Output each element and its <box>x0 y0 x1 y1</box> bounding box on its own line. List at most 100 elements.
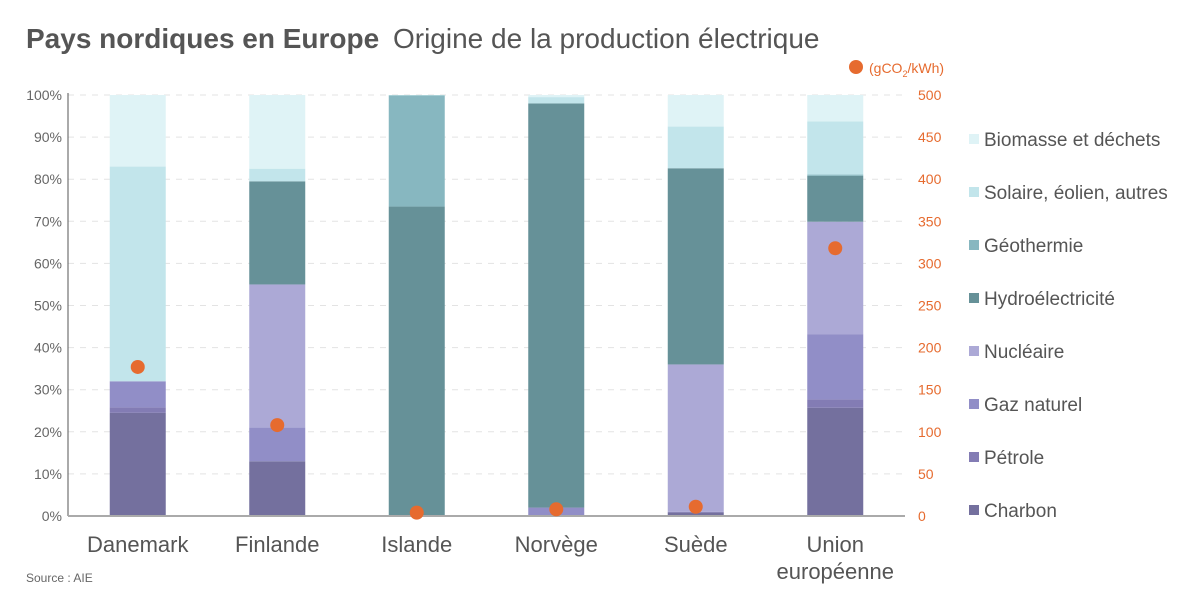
y2-axis-label: (gCO2/kWh) <box>869 60 944 79</box>
y2-tick-label: 0 <box>918 508 926 524</box>
y-tick-label: 70% <box>34 213 62 229</box>
y2-tick-label: 50 <box>918 466 934 482</box>
bar-segment <box>807 95 863 122</box>
bar-segment <box>249 428 305 462</box>
legend-swatch <box>969 346 979 356</box>
bar-segment <box>249 169 305 182</box>
bar-stack <box>807 95 863 516</box>
y-tick-label: 80% <box>34 171 62 187</box>
bar-segment <box>389 95 445 206</box>
x-tick-label: Norvège <box>515 532 598 557</box>
y-tick-label: 50% <box>34 298 62 314</box>
y2-tick-label: 100 <box>918 424 942 440</box>
legend-item: Gaz naturel <box>969 395 1082 416</box>
legend-item: Géothermie <box>969 236 1083 257</box>
legend-swatch <box>969 505 979 515</box>
bar-segment <box>110 167 166 382</box>
legend-swatch <box>969 399 979 409</box>
bar-segment <box>807 222 863 334</box>
legend-label: Charbon <box>984 501 1057 522</box>
y-tick-label: 60% <box>34 255 62 271</box>
bar-segment <box>249 181 305 284</box>
legend-label: Hydroélectricité <box>984 289 1115 310</box>
y2-tick-label: 150 <box>918 382 942 398</box>
chart-title-rest: Origine de la production électrique <box>393 23 819 54</box>
legend-item: Charbon <box>969 501 1057 522</box>
co2-point <box>689 500 703 514</box>
bar-segment <box>807 175 863 176</box>
bar-segment <box>389 207 445 516</box>
bar-segment <box>807 176 863 222</box>
chart-title: Pays nordiques en Europe Origine de la p… <box>26 23 819 54</box>
bar-segment <box>807 399 863 407</box>
co2-legend-marker <box>849 60 863 74</box>
legend-label: Géothermie <box>984 236 1083 257</box>
co2-point <box>270 418 284 432</box>
x-tick-label: Finlande <box>235 532 319 557</box>
bar-segment <box>110 381 166 407</box>
y2-tick-label: 500 <box>918 87 942 103</box>
legend-label: Pétrole <box>984 448 1044 469</box>
legend-item: Solaire, éolien, autres <box>969 183 1168 204</box>
bar-stack <box>668 95 724 516</box>
co2-point <box>131 360 145 374</box>
source-note: Source : AIE <box>26 571 93 585</box>
legend-swatch <box>969 187 979 197</box>
bar-segment <box>110 407 166 412</box>
legend-item: Biomasse et déchets <box>969 130 1160 151</box>
bar-segment <box>249 284 305 427</box>
x-tick-label: européenne <box>777 559 894 584</box>
bar-segment <box>528 97 584 103</box>
bar-segment <box>807 408 863 516</box>
y-tick-label: 10% <box>34 466 62 482</box>
x-tick-label: Union <box>807 532 864 557</box>
bar-segment <box>110 413 166 516</box>
y-tick-label: 90% <box>34 129 62 145</box>
legend-swatch <box>969 293 979 303</box>
bar-segment <box>249 95 305 169</box>
legend-swatch <box>969 240 979 250</box>
bar-segment <box>249 461 305 516</box>
legend-label: Biomasse et déchets <box>984 130 1160 151</box>
y2-tick-label: 300 <box>918 255 942 271</box>
legend-label: Nucléaire <box>984 342 1064 363</box>
bar-segment <box>668 364 724 511</box>
co2-point <box>549 502 563 516</box>
legend-swatch <box>969 452 979 462</box>
bar-segment <box>528 103 584 507</box>
bar-segment <box>528 95 584 97</box>
chart-title-bold: Pays nordiques en Europe <box>26 23 379 54</box>
y-tick-label: 40% <box>34 340 62 356</box>
co2-point <box>828 241 842 255</box>
y-tick-label: 20% <box>34 424 62 440</box>
y2-tick-label: 350 <box>918 213 942 229</box>
bar-segment <box>807 334 863 399</box>
y2-tick-label: 450 <box>918 129 942 145</box>
legend-swatch <box>969 134 979 144</box>
bar-stack <box>528 95 584 516</box>
x-tick-label: Suède <box>664 532 728 557</box>
bar-segment <box>668 127 724 169</box>
co2-point <box>410 506 424 520</box>
legend-item: Hydroélectricité <box>969 289 1115 310</box>
y-tick-label: 0% <box>42 508 62 524</box>
bar-segment <box>807 122 863 175</box>
bar-segment <box>668 168 724 364</box>
y2-tick-label: 250 <box>918 298 942 314</box>
y-tick-label: 100% <box>26 87 62 103</box>
legend-label: Gaz naturel <box>984 395 1082 416</box>
legend-item: Nucléaire <box>969 342 1064 363</box>
bar-stack <box>389 95 445 516</box>
y2-tick-label: 400 <box>918 171 942 187</box>
legend-item: Pétrole <box>969 448 1044 469</box>
x-tick-label: Danemark <box>87 532 189 557</box>
x-tick-label: Islande <box>381 532 452 557</box>
bar-segment <box>110 95 166 167</box>
y-tick-label: 30% <box>34 382 62 398</box>
bar-stack <box>110 95 166 516</box>
bar-stack <box>249 95 305 516</box>
bar-segment <box>668 95 724 127</box>
legend-label: Solaire, éolien, autres <box>984 183 1168 204</box>
y2-tick-label: 200 <box>918 340 942 356</box>
